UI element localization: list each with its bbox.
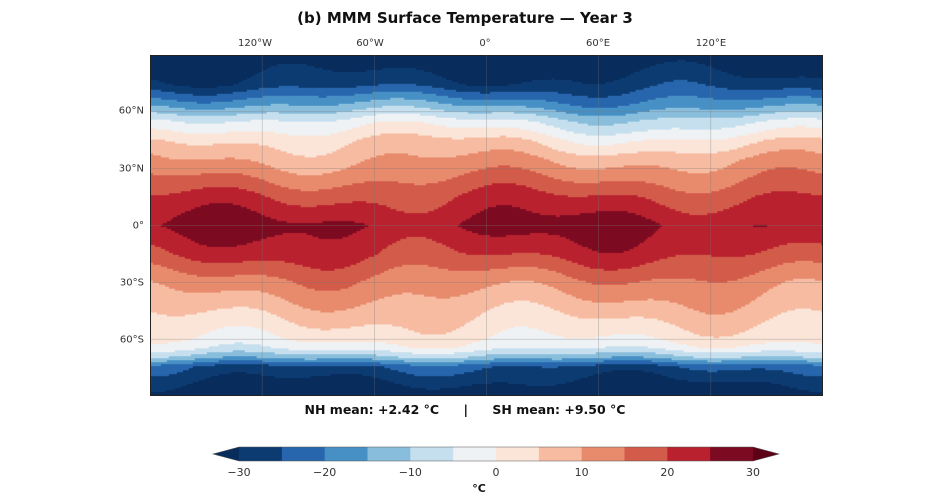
colorbar-bin [410,447,454,461]
colorbar-bin [239,447,283,461]
colorbar-bin [538,447,583,461]
lat-tick: 30°N [118,163,144,175]
nh-mean: NH mean: +2.42 °C [304,402,440,417]
colorbar [211,446,781,462]
lon-tick: 60°W [356,38,384,49]
hemisphere-means: NH mean: +2.42 °C | SH mean: +9.50 °C [0,402,930,417]
colorbar-outline [211,446,781,462]
colorbar-extend-over [753,447,779,461]
lon-tick: 120°E [695,38,727,49]
colorbar-bin [667,447,711,461]
stats-separator: | [463,402,469,417]
colorbar-bin [496,447,540,461]
colorbar-tick-label: 30 [746,466,760,479]
colorbar-bin [624,447,668,461]
colorbar-extend-under [213,447,239,461]
colorbar-tick-label: 0 [492,466,500,479]
lat-tick: 60°S [119,334,144,346]
colorbar-unit: °C [472,482,486,495]
map-gridlines [150,55,823,396]
colorbar-bin [710,447,754,461]
sh-mean: SH mean: +9.50 °C [492,402,626,417]
lon-tick: 60°E [585,38,611,49]
colorbar-bin [367,447,411,461]
figure-title: (b) MMM Surface Temperature — Year 3 [297,9,633,27]
lat-tick: 60°N [118,105,144,117]
lat-tick: 30°S [119,277,144,289]
colorbar-bin [581,447,625,461]
colorbar-tick-label: −10 [398,466,422,479]
lat-tick: 0° [132,220,144,232]
colorbar-tick-label: 10 [574,466,589,479]
colorbar-bin [324,447,368,461]
lon-tick: 120°W [238,38,272,49]
colorbar-tick-label: −20 [313,466,337,479]
colorbar-bin [453,447,497,461]
colorbar-bin [281,447,326,461]
lon-tick: 0° [479,38,491,49]
colorbar-tick-label: 20 [660,466,675,479]
colorbar-tick-label: −30 [227,466,251,479]
